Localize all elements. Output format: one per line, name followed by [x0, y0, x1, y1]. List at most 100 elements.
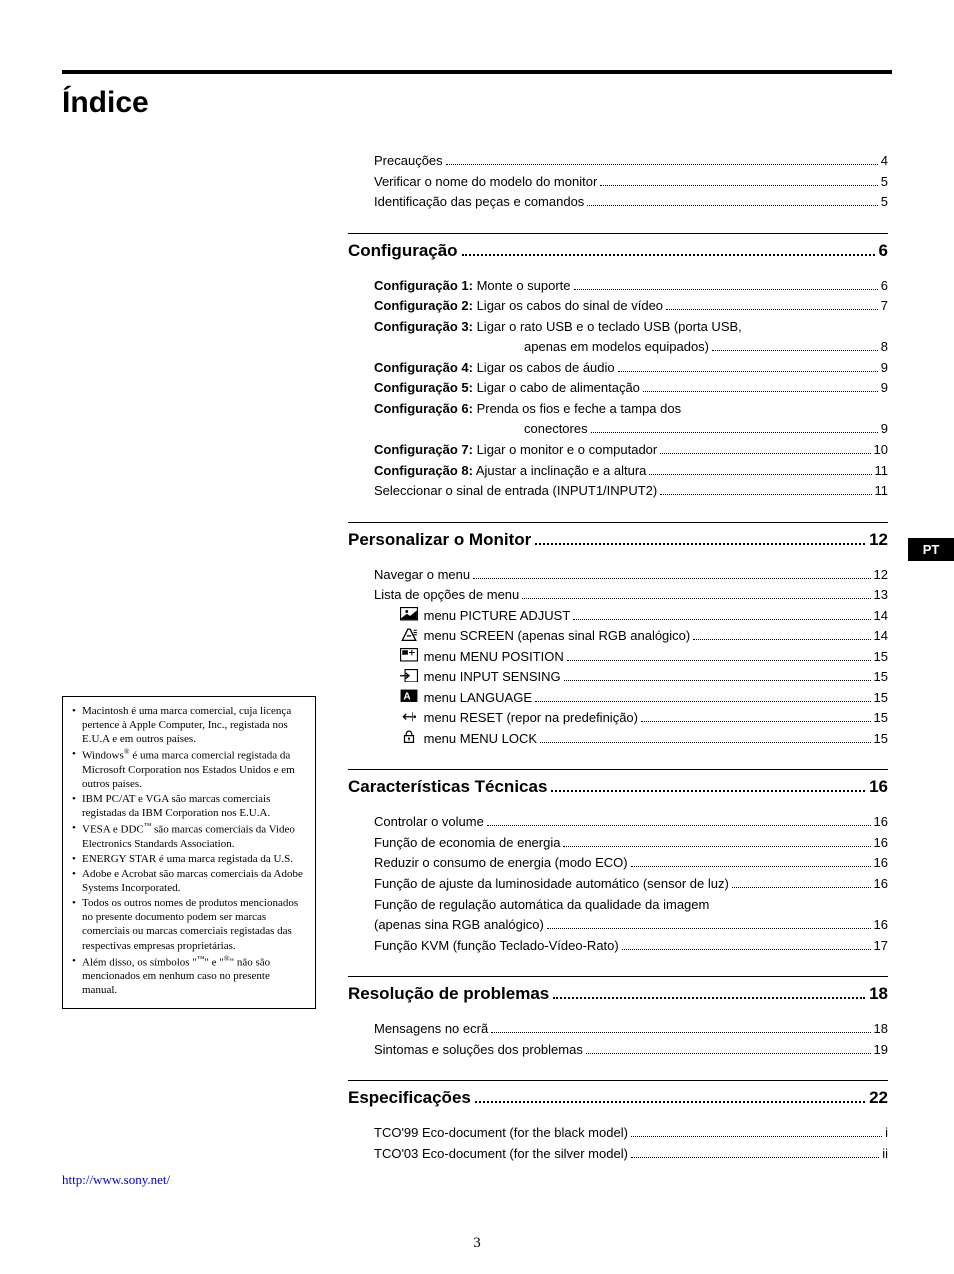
toc-entry-page: 5	[881, 173, 888, 191]
toc-entry-page: 9	[881, 359, 888, 377]
toc-entry-page: 8	[881, 338, 888, 356]
trademark-item: Macintosh é uma marca comercial, cuja li…	[72, 704, 306, 746]
leader-dots	[564, 680, 871, 681]
toc-entry-page: 13	[874, 586, 888, 604]
section-page: 16	[869, 776, 888, 799]
section-body: Navegar o menu12Lista de opções de menu1…	[348, 566, 888, 748]
toc-entry-page: i	[885, 1124, 888, 1142]
toc-entry: Reduzir o consumo de energia (modo ECO) 1…	[374, 854, 888, 872]
section-heading-especificacoes: Especificações 22	[348, 1087, 888, 1110]
leader-dots	[660, 453, 870, 454]
section-heading-resolucao: Resolução de problemas 18	[348, 983, 888, 1006]
picture-icon	[400, 607, 418, 619]
toc-entry: Verificar o nome do modelo do monitor 5	[348, 173, 888, 191]
toc-entry-label: Verificar o nome do modelo do monitor	[374, 173, 597, 191]
toc-entry: Função de ajuste da luminosidade automát…	[374, 875, 888, 893]
section-title: Características Técnicas	[348, 776, 547, 799]
toc-entry: Mensagens no ecrã 18	[374, 1020, 888, 1038]
toc-entry-label: Mensagens no ecrã	[374, 1020, 488, 1038]
section-heading-configuracao: Configuração 6	[348, 240, 888, 263]
toc-entry: menu SCREEN (apenas sinal RGB analógico)…	[374, 627, 888, 645]
trademark-item: Windows® é uma marca comercial registada…	[72, 747, 306, 791]
lang-icon: A	[400, 689, 418, 701]
leader-dots	[712, 350, 878, 351]
leader-dots	[446, 164, 878, 165]
toc-entry: Função KVM (função Teclado-Vídeo-Rato)17	[374, 937, 888, 955]
toc-entry: Configuração 5: Ligar o cabo de alimenta…	[374, 379, 888, 397]
section-body: Mensagens no ecrã 18 Sintomas e soluções d…	[348, 1020, 888, 1058]
toc-entry: A menu LANGUAGE15	[374, 689, 888, 707]
toc-entry-page: 15	[874, 709, 888, 727]
toc-entry-label: Sintomas e soluções dos problemas	[374, 1041, 583, 1059]
toc-entry-page: 16	[874, 834, 888, 852]
toc-entry-label: Configuração 7: Ligar o monitor e o comp…	[374, 441, 657, 459]
leader-dots	[553, 997, 865, 999]
leader-dots	[547, 928, 871, 929]
toc-entry: Controlar o volume16	[374, 813, 888, 831]
toc-entry-page: 11	[875, 482, 889, 500]
trademark-item: Adobe e Acrobat são marcas comerciais da…	[72, 867, 306, 895]
toc-entry: Configuração 1: Monte o suporte6	[374, 277, 888, 295]
toc-entry-label: A menu LANGUAGE	[400, 689, 532, 707]
leader-dots	[567, 660, 871, 661]
table-of-contents: Precauções4Verificar o nome do modelo do…	[348, 152, 888, 1165]
leader-dots	[540, 742, 870, 743]
toc-entry-continuation: Configuração 3: Ligar o rato USB e o tec…	[374, 318, 888, 336]
toc-entry-page: 12	[874, 566, 888, 584]
toc-entry-label: TCO'99 Eco-document (for the black model…	[374, 1124, 628, 1142]
leader-dots	[666, 309, 878, 310]
section-page: 12	[869, 529, 888, 552]
toc-entry-label: menu MENU LOCK	[400, 730, 537, 748]
toc-entry-label: Controlar o volume	[374, 813, 484, 831]
leader-dots	[475, 1101, 865, 1103]
toc-entry-label: conectores	[524, 420, 588, 438]
reset-icon	[400, 710, 418, 722]
toc-entry-page: 16	[874, 916, 888, 934]
toc-entry-page: 19	[874, 1041, 888, 1059]
page-number: 3	[0, 1235, 954, 1252]
section-divider	[348, 233, 888, 234]
trademark-notice-box: Macintosh é uma marca comercial, cuja li…	[62, 696, 316, 1009]
section-title: Especificações	[348, 1087, 471, 1110]
leader-dots	[643, 391, 878, 392]
toc-entry-page: 18	[874, 1020, 888, 1038]
section-body: Configuração 1: Monte o suporte6 Configur…	[348, 277, 888, 500]
section-title: Personalizar o Monitor	[348, 529, 531, 552]
toc-entry-label: Função KVM (função Teclado-Vídeo-Rato)	[374, 937, 619, 955]
toc-entry: Configuração 7: Ligar o monitor e o comp…	[374, 441, 888, 459]
toc-entry: Navegar o menu 12	[374, 566, 888, 584]
footer-url: http://www.sony.net/	[62, 1172, 170, 1188]
toc-entry-continuation: Função de regulação automática da qualid…	[374, 896, 888, 914]
toc-entry-label: Configuração 5: Ligar o cabo de alimenta…	[374, 379, 640, 397]
toc-entry-label: menu MENU POSITION	[400, 648, 564, 666]
toc-entry-label: TCO'03 Eco-document (for the silver mode…	[374, 1145, 628, 1163]
toc-entry: Sintomas e soluções dos problemas 19	[374, 1041, 888, 1059]
toc-entry-label: Configuração 8: Ajustar a inclinação e a…	[374, 462, 646, 480]
section-page: 22	[869, 1087, 888, 1110]
toc-entry: menu MENU POSITION15	[374, 648, 888, 666]
toc-entry-label: Identificação das peças e comandos	[374, 193, 584, 211]
toc-entry-page: 9	[881, 420, 888, 438]
section-divider	[348, 976, 888, 977]
toc-entry-label: Seleccionar o sinal de entrada (INPUT1/I…	[374, 482, 657, 500]
toc-entry: menu MENU LOCK15	[374, 730, 888, 748]
toc-entry-label: Reduzir o consumo de energia (modo ECO)	[374, 854, 628, 872]
section-divider	[348, 769, 888, 770]
toc-entry: Função de economia de energia16	[374, 834, 888, 852]
trademark-item: Todos os outros nomes de produtos mencio…	[72, 896, 306, 952]
toc-entry-page: 16	[874, 854, 888, 872]
toc-entry-label: Configuração 2: Ligar os cabos do sinal …	[374, 297, 663, 315]
toc-entry-label: Navegar o menu	[374, 566, 470, 584]
toc-entry-page: 10	[874, 441, 888, 459]
toc-entry-page: 4	[881, 152, 888, 170]
toc-entry-page: 14	[874, 627, 888, 645]
trademark-item: ENERGY STAR é uma marca registada da U.S…	[72, 852, 306, 866]
screen-icon	[400, 628, 418, 640]
toc-entry: menu INPUT SENSING15	[374, 668, 888, 686]
section-page: 18	[869, 983, 888, 1006]
toc-entry-label: menu SCREEN (apenas sinal RGB analógico)	[400, 627, 690, 645]
input-icon	[400, 669, 418, 681]
toc-entry-label: Configuração 6: Prenda os fios e feche a…	[374, 400, 681, 418]
section-page: 6	[879, 240, 888, 263]
page-title: Índice	[62, 86, 149, 120]
